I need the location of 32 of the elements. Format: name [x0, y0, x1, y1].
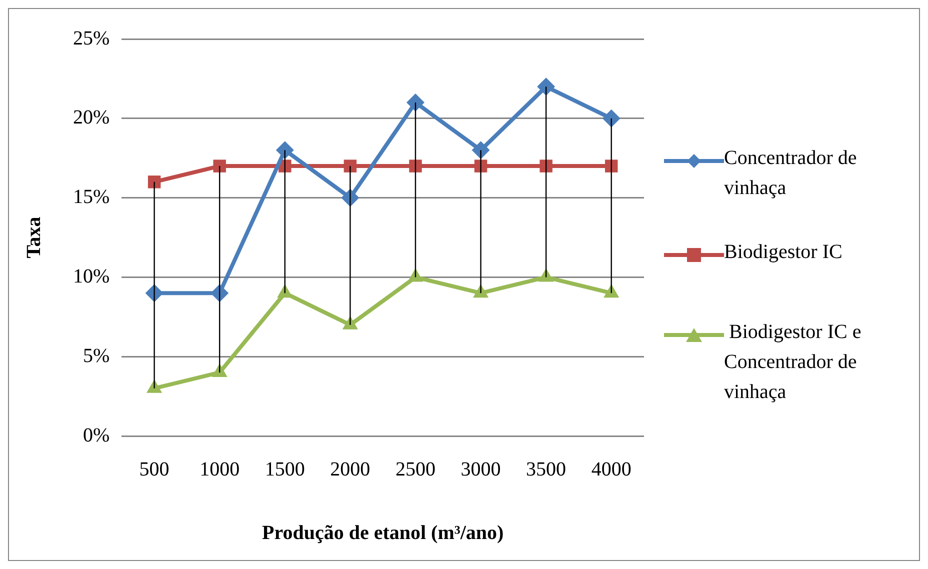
point: [472, 141, 490, 160]
x-tick-label: 2500: [395, 458, 436, 480]
point: [213, 160, 226, 172]
legend-label: Biodigestor IC e Concentrador de vinhaça: [724, 320, 862, 405]
point: [604, 160, 618, 172]
point: [602, 109, 620, 128]
x-axis-title: Produção de etanol (m³/ano): [262, 522, 504, 544]
point: [276, 141, 294, 160]
point: [148, 176, 161, 188]
point: [409, 160, 422, 172]
y-axis-title: Taxa: [23, 216, 46, 258]
point: [406, 94, 424, 112]
y-tick-label: 5%: [82, 344, 110, 367]
x-tick-label: 3500: [526, 458, 566, 480]
legend-label: Concentrador de vinhaça: [724, 146, 858, 201]
x-tick-label: 500: [139, 458, 170, 480]
x-tick-label: 2000: [330, 458, 370, 480]
legend-label: Biodigestor IC: [724, 240, 842, 265]
x-tick-label: 4000: [591, 458, 632, 480]
point: [344, 160, 357, 172]
point: [212, 363, 228, 377]
point: [604, 284, 620, 298]
y-tick-label: 15%: [72, 186, 110, 208]
x-tick-label: 1500: [264, 458, 305, 480]
y-tick-label: 0%: [82, 424, 110, 446]
y-tick-label: 20%: [72, 106, 110, 129]
x-tick-label: 1000: [200, 458, 240, 480]
y-tick-label: 10%: [72, 265, 110, 288]
y-tick-label: 25%: [72, 27, 110, 50]
point: [540, 160, 552, 172]
x-tick-label: 3000: [460, 458, 501, 480]
point: [537, 78, 556, 96]
